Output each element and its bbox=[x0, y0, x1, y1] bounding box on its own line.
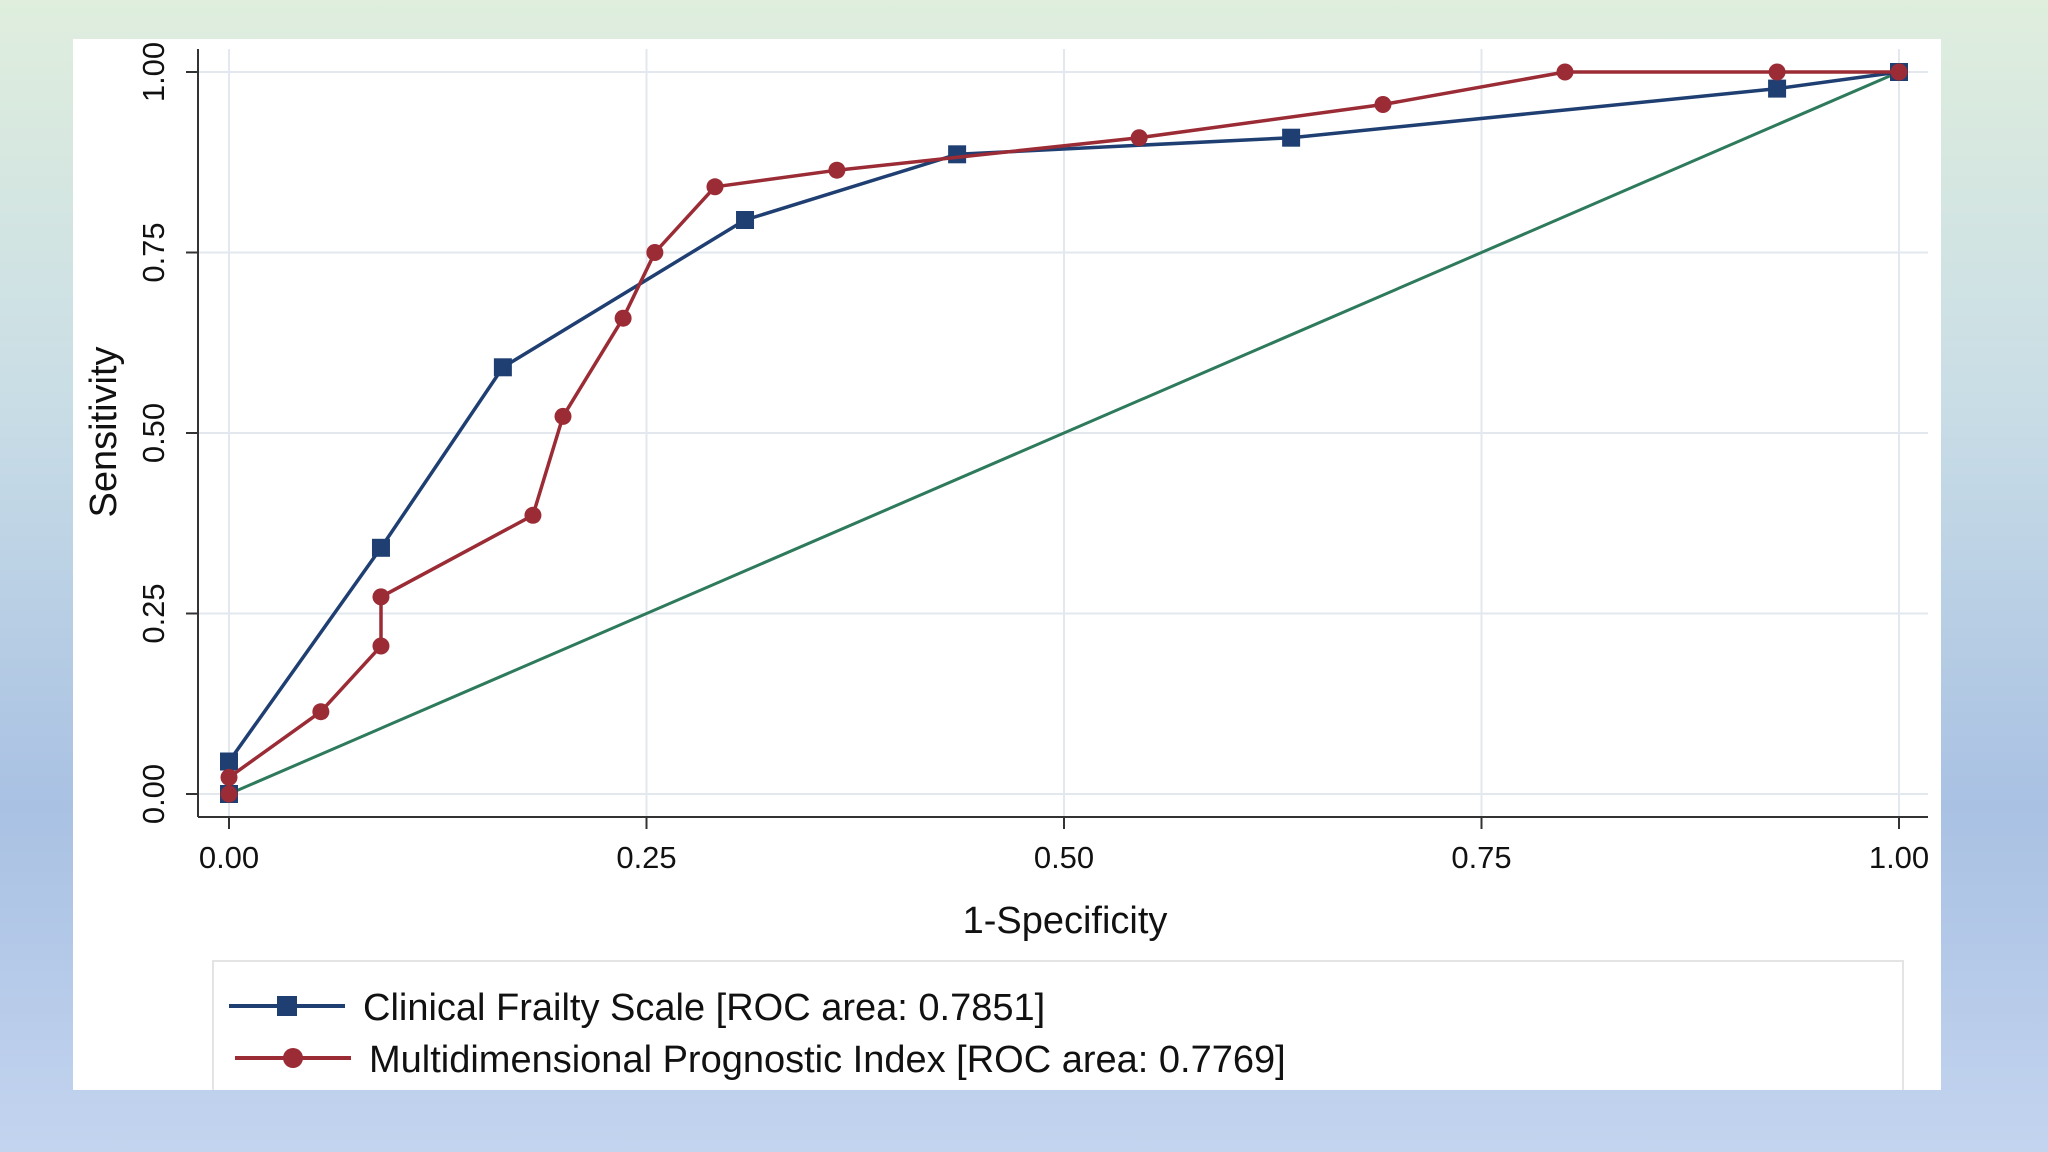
x-tick-label: 0.25 bbox=[616, 840, 676, 875]
x-tick-label: 0.00 bbox=[199, 840, 259, 875]
ticks: 0.00 0.25 0.50 0.75 1.00 0.00 0.25 0.50 0.75 1.00 bbox=[136, 42, 1929, 875]
legend-entry-multidimensional-prognostic-index: Multidimensional Prognostic Index [ROC a… bbox=[235, 1039, 1286, 1081]
data-point-multidimensional-prognostic-index bbox=[312, 703, 330, 721]
legend-marker-multidimensional-prognostic-index bbox=[283, 1048, 303, 1068]
data-point-clinical-frailty-scale bbox=[1768, 79, 1787, 98]
data-point-clinical-frailty-scale bbox=[1282, 128, 1301, 147]
legend-marker-clinical-frailty-scale bbox=[277, 996, 297, 1016]
legend-label-clinical-frailty-scale: Clinical Frailty Scale [ROC area: 0.7851… bbox=[363, 987, 1045, 1029]
data-point-multidimensional-prognostic-index bbox=[220, 768, 238, 786]
legend-entry-clinical-frailty-scale: Clinical Frailty Scale [ROC area: 0.7851… bbox=[229, 987, 1045, 1029]
data-point-multidimensional-prognostic-index bbox=[646, 244, 664, 261]
data-point-multidimensional-prognostic-index bbox=[614, 309, 632, 327]
y-tick-label: 0.25 bbox=[136, 583, 171, 643]
data-point-multidimensional-prognostic-index bbox=[1556, 63, 1574, 81]
data-point-multidimensional-prognostic-index bbox=[372, 637, 390, 655]
data-point-multidimensional-prognostic-index bbox=[828, 161, 846, 179]
y-tick-label: 1.00 bbox=[136, 42, 171, 102]
data-point-multidimensional-prognostic-index bbox=[524, 506, 542, 524]
data-point-multidimensional-prognostic-index bbox=[220, 785, 238, 803]
y-axis-title: Sensitivity bbox=[83, 346, 125, 517]
x-tick-label: 0.50 bbox=[1034, 840, 1094, 875]
series bbox=[220, 63, 1908, 803]
data-point-multidimensional-prognostic-index bbox=[1374, 95, 1392, 113]
data-point-multidimensional-prognostic-index bbox=[372, 588, 390, 606]
y-tick-label: 0.50 bbox=[136, 403, 171, 463]
data-point-clinical-frailty-scale bbox=[736, 211, 755, 230]
chart-panel: 0.00 0.25 0.50 0.75 1.00 0.00 0.25 0.50 0.75 1.00… bbox=[73, 39, 1941, 1090]
data-point-clinical-frailty-scale bbox=[220, 752, 238, 771]
series-line-reference bbox=[228, 70, 1900, 796]
data-point-clinical-frailty-scale bbox=[948, 145, 967, 164]
roc-chart: 0.00 0.25 0.50 0.75 1.00 0.00 0.25 0.50 0.75 1.00… bbox=[83, 42, 1929, 1090]
y-tick-label: 0.00 bbox=[136, 764, 171, 824]
data-point-multidimensional-prognostic-index bbox=[1768, 63, 1786, 81]
x-tick-label: 1.00 bbox=[1869, 840, 1929, 875]
legend-label-multidimensional-prognostic-index: Multidimensional Prognostic Index [ROC a… bbox=[369, 1039, 1286, 1081]
x-tick-label: 0.75 bbox=[1451, 840, 1511, 875]
legend-box bbox=[212, 960, 1904, 1090]
data-point-clinical-frailty-scale bbox=[493, 358, 512, 377]
data-point-multidimensional-prognostic-index bbox=[1890, 63, 1908, 81]
data-point-multidimensional-prognostic-index bbox=[706, 178, 724, 196]
data-point-clinical-frailty-scale bbox=[371, 538, 390, 557]
series-line-multidimensional-prognostic-index bbox=[227, 70, 1899, 794]
data-point-multidimensional-prognostic-index bbox=[554, 407, 572, 425]
y-tick-label: 0.75 bbox=[136, 222, 171, 282]
data-point-multidimensional-prognostic-index bbox=[1130, 129, 1148, 147]
x-axis-title: 1-Specificity bbox=[963, 900, 1168, 942]
